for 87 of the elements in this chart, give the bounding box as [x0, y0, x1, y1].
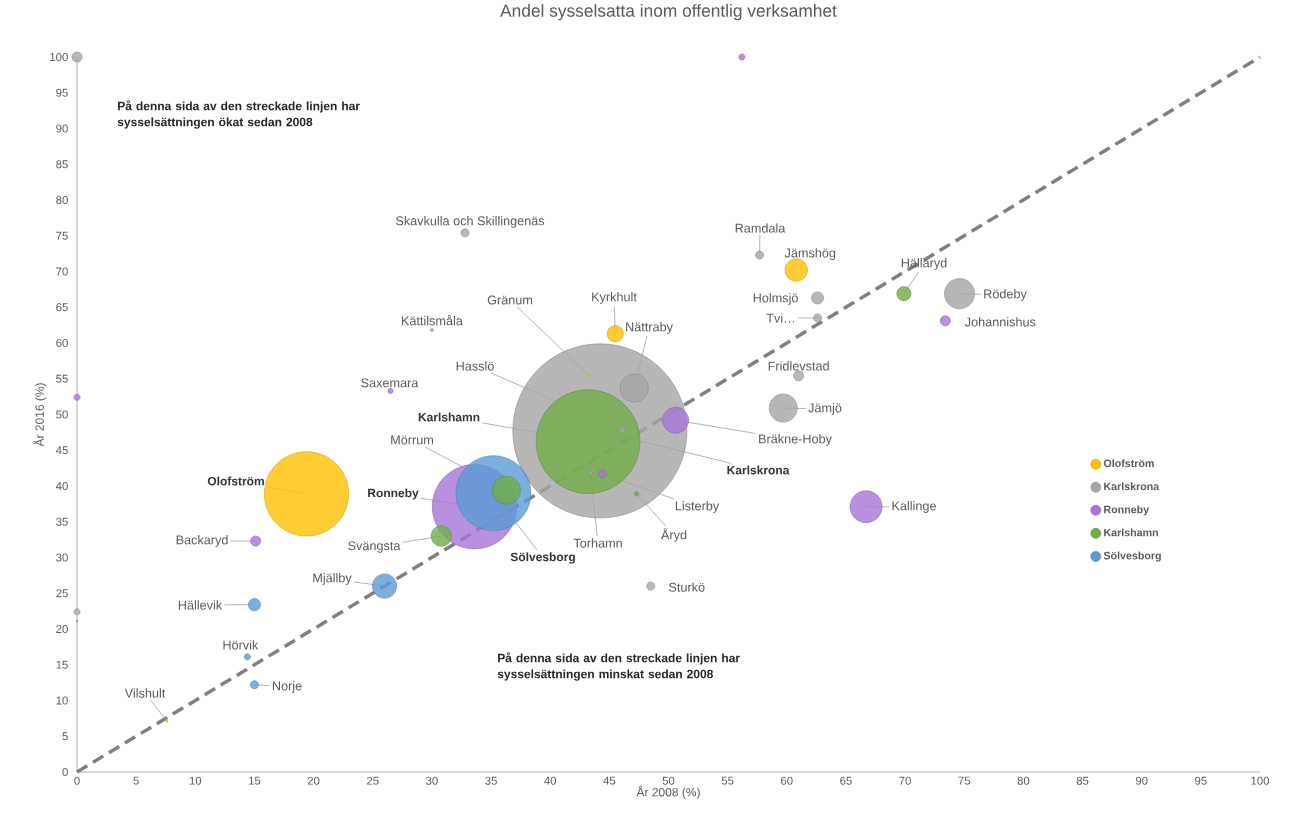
x-tick-label: 45 — [603, 776, 616, 785]
x-tick-label: 35 — [485, 776, 497, 785]
legend-label: Karlskrona — [1104, 482, 1160, 491]
annotation: Ramdala — [735, 223, 786, 233]
y-tick-label: 20 — [56, 624, 68, 633]
x-tick-label: 15 — [249, 776, 261, 785]
y-tick-label: 5 — [62, 732, 68, 741]
y-tick-label: 85 — [56, 160, 68, 169]
annotation: Johannishus — [964, 317, 1036, 327]
x-tick-label: 80 — [1017, 776, 1030, 785]
annotation: Saxemara — [361, 378, 419, 388]
y-tick-label: 60 — [56, 338, 68, 347]
y-tick-label: 15 — [56, 660, 68, 669]
y-tick-label: 70 — [56, 267, 68, 276]
x-tick-label: 100 — [1251, 776, 1270, 785]
annotation: På denna sida av den streckade linjen har sysselsättningen ökat sedan 2008 — [117, 100, 360, 129]
y-tick-label: 45 — [55, 446, 68, 455]
x-tick-label: 0 — [74, 776, 80, 785]
annotation: Ronneby — [368, 488, 419, 500]
annotation: Jämshög — [784, 248, 836, 260]
y-tick-label: 95 — [56, 88, 68, 97]
y-tick-label: 35 — [56, 517, 68, 526]
annotation: Torhamn — [573, 538, 622, 548]
x-tick-label: 75 — [958, 776, 971, 785]
x-tick-label: 5 — [133, 776, 139, 785]
annotation: Hällevik — [178, 600, 223, 610]
annotation: Vilshult — [124, 688, 166, 698]
y-axis-title: År 2016 (%) — [33, 383, 47, 447]
annotation: Karlshamn — [418, 412, 480, 422]
annotation: På denna sida av den streckade linjen har sysselsättningen minskat sedan 2008 — [497, 652, 740, 681]
legend-label: Ronneby — [1104, 505, 1150, 516]
annotation: Hällaryd — [901, 258, 947, 270]
annotation: Nättraby — [626, 322, 673, 334]
annotation: Rödeby — [984, 289, 1027, 301]
x-tick-label: 40 — [544, 776, 557, 785]
y-tick-label: 40 — [55, 481, 68, 490]
y-tick-label: 30 — [56, 553, 68, 562]
y-tick-label: 65 — [56, 303, 68, 312]
y-tick-label: 50 — [56, 410, 68, 419]
annotation: Olofström — [207, 476, 264, 486]
y-tick-label: 75 — [56, 231, 68, 240]
annotation: Holmsjö — [753, 293, 798, 305]
x-tick-label: 95 — [1195, 776, 1207, 785]
annotation: Jämjö — [808, 403, 842, 415]
annotation: Kättilsmåla — [401, 314, 463, 326]
annotation: Tvi… — [766, 313, 795, 323]
annotation: Gränum — [487, 295, 533, 305]
x-tick-label: 25 — [367, 776, 379, 785]
x-tick-label: 50 — [662, 776, 675, 785]
x-tick-label: 90 — [1135, 776, 1148, 785]
annotation: Hörvik — [223, 640, 259, 650]
annotation: Kallinge — [892, 501, 936, 513]
x-tick-label: 85 — [1076, 776, 1089, 785]
x-tick-label: 20 — [307, 776, 320, 785]
x-tick-label: 70 — [899, 776, 911, 785]
annotation: Åryd — [661, 528, 687, 542]
x-tick-label: 60 — [781, 776, 793, 785]
chart-title: Andel sysselsatta inom offentlig verksamhet — [500, 4, 837, 21]
x-tick-label: 10 — [189, 776, 202, 785]
y-tick-label: 10 — [56, 696, 68, 705]
x-tick-label: 65 — [840, 776, 852, 785]
annotation: Hasslö — [456, 361, 494, 371]
annotation: Sturkö — [669, 582, 705, 592]
annotation: Backaryd — [176, 535, 228, 547]
legend-label: Karlshamn — [1104, 528, 1158, 537]
annotation: Karlskrona — [727, 465, 790, 475]
x-tick-label: 30 — [426, 776, 438, 785]
y-tick-label: 55 — [56, 374, 68, 383]
annotation: Svängsta — [348, 541, 401, 553]
y-tick-label: 100 — [50, 52, 68, 61]
annotation: Skavkulla och Skillingenäs — [395, 215, 545, 228]
legend-label: Sölvesborg — [1103, 551, 1161, 562]
y-tick-label: 80 — [56, 195, 68, 204]
annotation: Mörrum — [391, 435, 433, 445]
annotation: Norje — [272, 681, 302, 693]
annotation: Bräkne-Hoby — [759, 434, 832, 446]
y-tick-label: 0 — [62, 767, 68, 776]
x-tick-label: 55 — [721, 776, 734, 785]
annotation: Mjällby — [313, 573, 352, 585]
legend-label: Olofström — [1103, 459, 1154, 468]
x-axis-title: År 2008 (%) — [636, 785, 700, 799]
annotation: Fridlevstad — [768, 361, 829, 371]
annotation: Listerby — [675, 501, 720, 513]
y-tick-label: 90 — [56, 124, 68, 133]
y-tick-label: 25 — [56, 589, 68, 598]
annotation: Kyrkhult — [592, 292, 637, 304]
annotation: Sölvesborg — [510, 552, 575, 564]
